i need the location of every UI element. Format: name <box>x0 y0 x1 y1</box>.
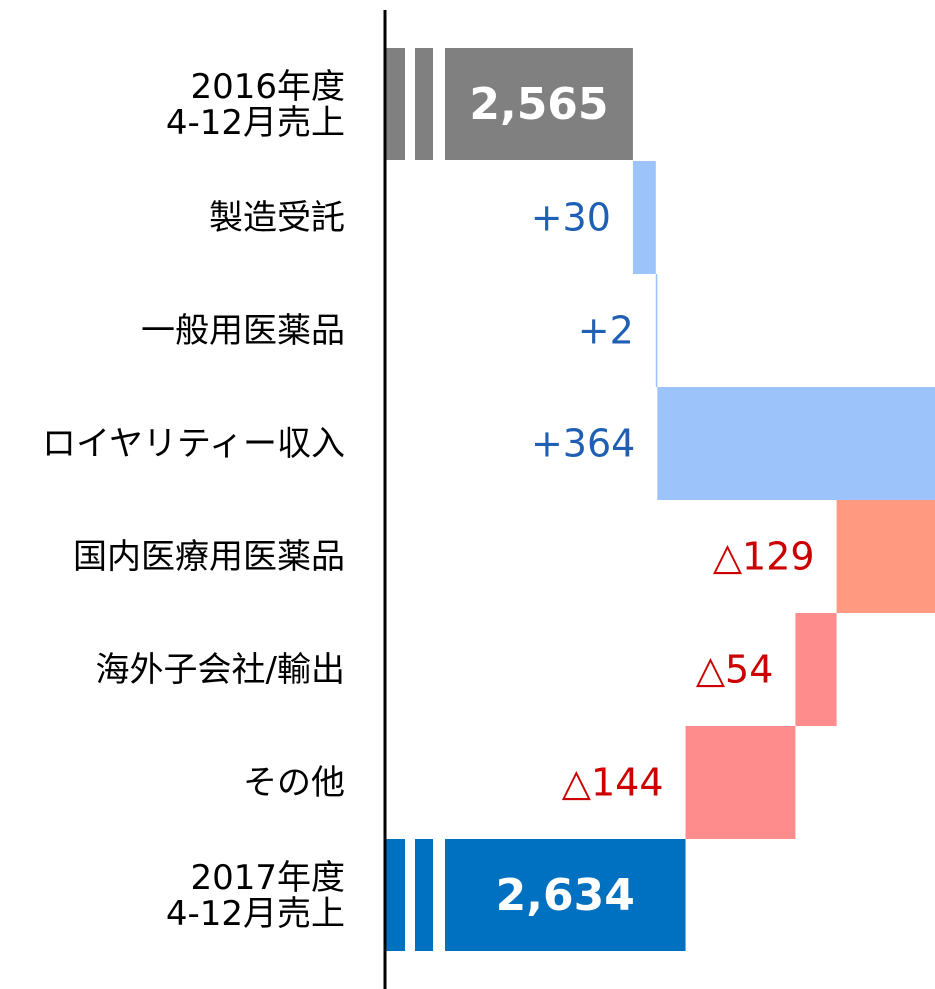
bar <box>632 161 656 274</box>
axis-break <box>433 839 445 951</box>
value-label: △144 <box>562 761 664 805</box>
bar <box>385 48 633 160</box>
axis-break <box>405 839 415 951</box>
bar <box>795 613 837 726</box>
category-label: 海外子会社/輸出 <box>95 649 345 690</box>
value-label: △54 <box>696 648 774 692</box>
value-label: 2,634 <box>496 870 635 921</box>
bar <box>836 500 935 613</box>
category-label: 2017年度 4-12月売上 <box>165 857 345 934</box>
value-label: △129 <box>713 535 815 579</box>
value-label: +30 <box>531 196 611 240</box>
axis-break <box>405 48 415 160</box>
category-label: 一般用医薬品 <box>141 310 345 351</box>
value-label: +2 <box>578 309 634 353</box>
bar <box>685 726 796 839</box>
axis-break <box>433 48 445 160</box>
category-label: 2016年度 4-12月売上 <box>165 66 345 143</box>
category-label: 製造受託 <box>209 197 345 238</box>
value-label: 2,565 <box>469 79 608 130</box>
category-label: その他 <box>243 762 345 803</box>
category-label: ロイヤリティー収入 <box>42 423 345 464</box>
bar <box>657 387 935 500</box>
value-label: +364 <box>531 422 635 466</box>
category-label: 国内医療用医薬品 <box>73 536 345 577</box>
bar <box>655 274 658 387</box>
